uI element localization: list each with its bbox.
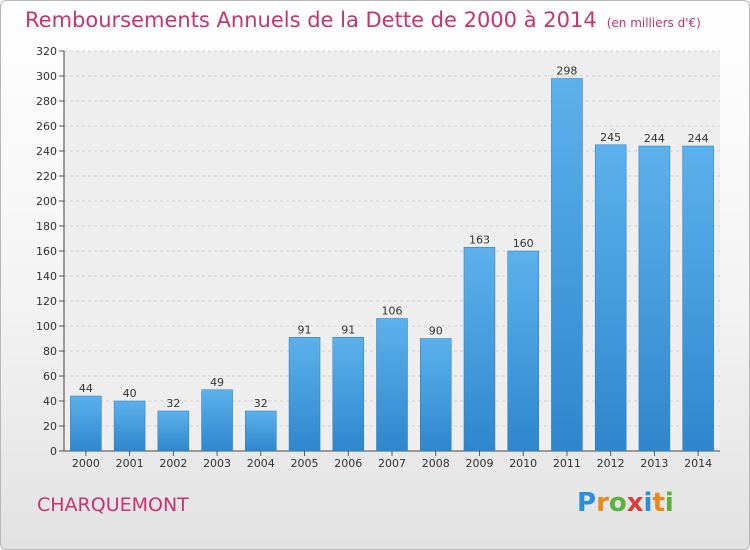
data-label-2012: 245 (600, 131, 621, 144)
y-tick-label: 160 (36, 245, 57, 258)
bar-2000 (70, 396, 101, 451)
data-label-2004: 32 (254, 397, 268, 410)
x-tick-label-2001: 2001 (116, 457, 144, 470)
data-label-2011: 298 (556, 65, 577, 78)
bar-2011 (551, 79, 582, 452)
y-tick-label: 100 (36, 320, 57, 333)
logo-letter: x (627, 488, 644, 518)
y-tick-label: 0 (50, 445, 57, 458)
bar-2005 (289, 337, 320, 451)
x-tick-label-2014: 2014 (684, 457, 712, 470)
bar-2014 (683, 146, 714, 451)
logo-letter: r (596, 488, 609, 518)
bar-2002 (158, 411, 189, 451)
data-label-2005: 91 (298, 323, 312, 336)
y-tick-label: 240 (36, 145, 57, 158)
y-tick-label: 320 (36, 45, 57, 58)
y-tick-label: 60 (43, 370, 57, 383)
bar-2013 (639, 146, 670, 451)
data-label-2008: 90 (429, 325, 443, 338)
data-label-2014: 244 (688, 132, 709, 145)
x-tick-label-2007: 2007 (378, 457, 406, 470)
bar-2003 (202, 390, 233, 451)
data-label-2007: 106 (382, 305, 403, 318)
y-tick-label: 140 (36, 270, 57, 283)
bar-2008 (420, 339, 451, 452)
y-tick-label: 260 (36, 120, 57, 133)
y-tick-label: 80 (43, 345, 57, 358)
bar-2007 (377, 319, 408, 452)
x-tick-label-2012: 2012 (597, 457, 625, 470)
commune-name: CHARQUEMONT (37, 494, 189, 516)
data-label-2006: 91 (341, 323, 355, 336)
x-tick-label-2010: 2010 (509, 457, 537, 470)
y-tick-label: 40 (43, 395, 57, 408)
data-label-2013: 244 (644, 132, 665, 145)
x-tick-label-2005: 2005 (291, 457, 319, 470)
bar-2001 (114, 401, 145, 451)
data-label-2002: 32 (166, 397, 180, 410)
x-tick-label-2003: 2003 (203, 457, 231, 470)
x-tick-label-2004: 2004 (247, 457, 275, 470)
data-label-2009: 163 (469, 233, 490, 246)
logo-letter: o (609, 488, 627, 518)
x-tick-label-2013: 2013 (640, 457, 668, 470)
y-tick-label: 120 (36, 295, 57, 308)
x-tick-label-2011: 2011 (553, 457, 581, 470)
y-tick-label: 280 (36, 95, 57, 108)
data-label-2010: 160 (513, 237, 534, 250)
bar-2012 (595, 145, 626, 451)
bar-2006 (333, 337, 364, 451)
x-tick-label-2006: 2006 (334, 457, 362, 470)
bar-2010 (508, 251, 539, 451)
y-tick-label: 300 (36, 70, 57, 83)
data-label-2003: 49 (210, 376, 224, 389)
data-label-2000: 44 (79, 382, 93, 395)
x-tick-label-2000: 2000 (72, 457, 100, 470)
logo-letter: t (652, 488, 664, 518)
x-tick-label-2002: 2002 (159, 457, 187, 470)
x-tick-label-2009: 2009 (465, 457, 493, 470)
bar-2009 (464, 247, 495, 451)
bar-2004 (245, 411, 276, 451)
x-tick-label-2008: 2008 (422, 457, 450, 470)
y-tick-label: 220 (36, 170, 57, 183)
logo-letter: P (577, 488, 596, 518)
y-tick-label: 180 (36, 220, 57, 233)
y-tick-label: 200 (36, 195, 57, 208)
logo-letter: i (665, 488, 674, 518)
proxiti-logo: Proxiti (577, 488, 674, 518)
data-label-2001: 40 (123, 387, 137, 400)
y-tick-label: 20 (43, 420, 57, 433)
